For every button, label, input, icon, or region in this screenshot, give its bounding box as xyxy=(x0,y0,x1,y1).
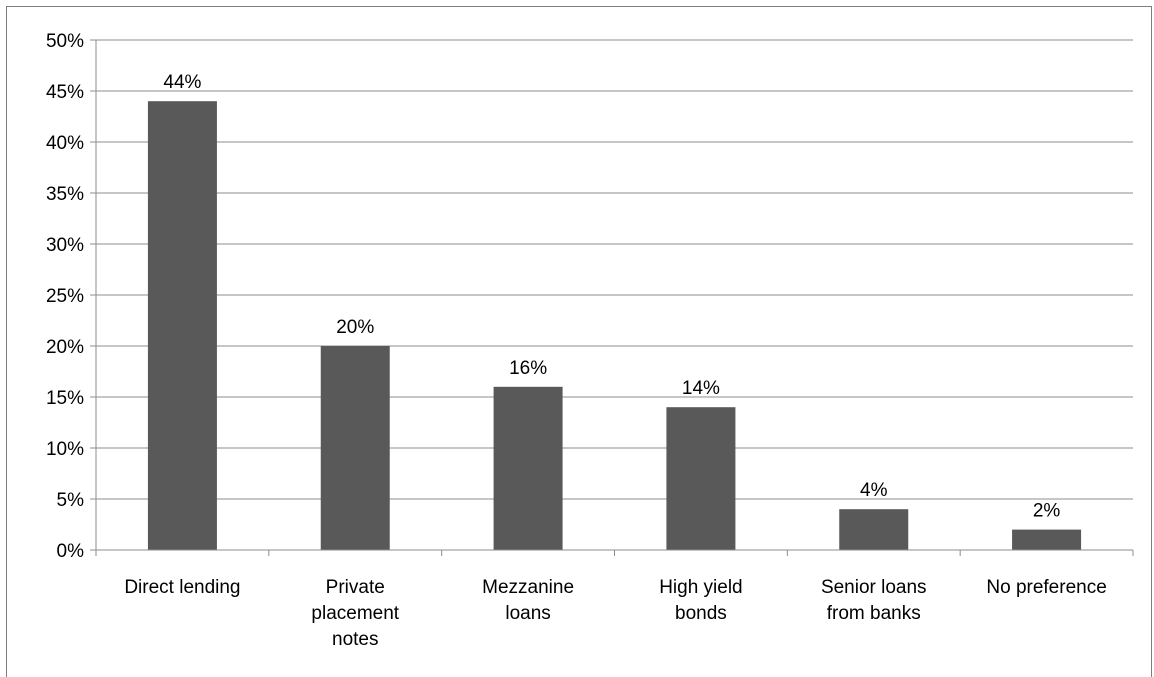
data-label: 20% xyxy=(336,317,374,338)
category-label: Private placement notes xyxy=(311,577,399,650)
category-label-line: Mezzanine xyxy=(482,577,574,598)
y-axis-ticks: 0% 5% 10% 15% 20% 25% 30% 35% 40% 45% 50% xyxy=(46,31,84,562)
y-tick-label: 10% xyxy=(46,439,84,460)
category-label: Direct lending xyxy=(124,577,240,598)
data-label: 4% xyxy=(860,480,888,501)
category-label: Senior loans from banks xyxy=(821,577,927,624)
data-label: 14% xyxy=(682,378,720,399)
category-label-line: Senior loans xyxy=(821,577,927,598)
data-label: 2% xyxy=(1033,501,1061,522)
y-tick-label: 15% xyxy=(46,388,84,409)
bar xyxy=(666,407,736,550)
bar xyxy=(147,101,217,550)
bar xyxy=(493,386,563,550)
bar xyxy=(1012,529,1082,550)
category-label-line: High yield xyxy=(659,577,742,598)
data-label: 16% xyxy=(509,358,547,379)
category-label-line: loans xyxy=(505,603,550,624)
y-tick-label: 5% xyxy=(57,490,85,511)
data-label: 44% xyxy=(163,72,201,93)
y-tick-label: 50% xyxy=(46,31,84,52)
y-tick-label: 0% xyxy=(57,541,85,562)
category-label-line: bonds xyxy=(675,603,727,624)
y-tick-label: 40% xyxy=(46,133,84,154)
category-label-line: notes xyxy=(332,629,378,650)
category-label-line: placement xyxy=(311,603,399,624)
category-label: High yield bonds xyxy=(659,577,742,624)
y-tick-label: 20% xyxy=(46,337,84,358)
category-labels: Direct lending Private placement notes Mezza… xyxy=(124,577,1106,650)
category-label-line: No preference xyxy=(986,577,1106,598)
axes xyxy=(90,39,1134,556)
y-tick-label: 30% xyxy=(46,235,84,256)
bar xyxy=(320,346,390,550)
y-tick-label: 25% xyxy=(46,286,84,307)
category-label-line: Private xyxy=(326,577,385,598)
gridlines xyxy=(96,39,1133,500)
y-tick-label: 35% xyxy=(46,184,84,205)
category-label: Mezzanine loans xyxy=(482,577,574,624)
category-label: No preference xyxy=(986,577,1106,598)
bar xyxy=(839,509,909,550)
data-labels: 44% 20% 16% 14% 4% 2% xyxy=(163,72,1060,521)
category-label-line: from banks xyxy=(827,603,921,624)
bars xyxy=(147,101,1082,550)
y-tick-label: 45% xyxy=(46,82,84,103)
category-label-line: Direct lending xyxy=(124,577,240,598)
